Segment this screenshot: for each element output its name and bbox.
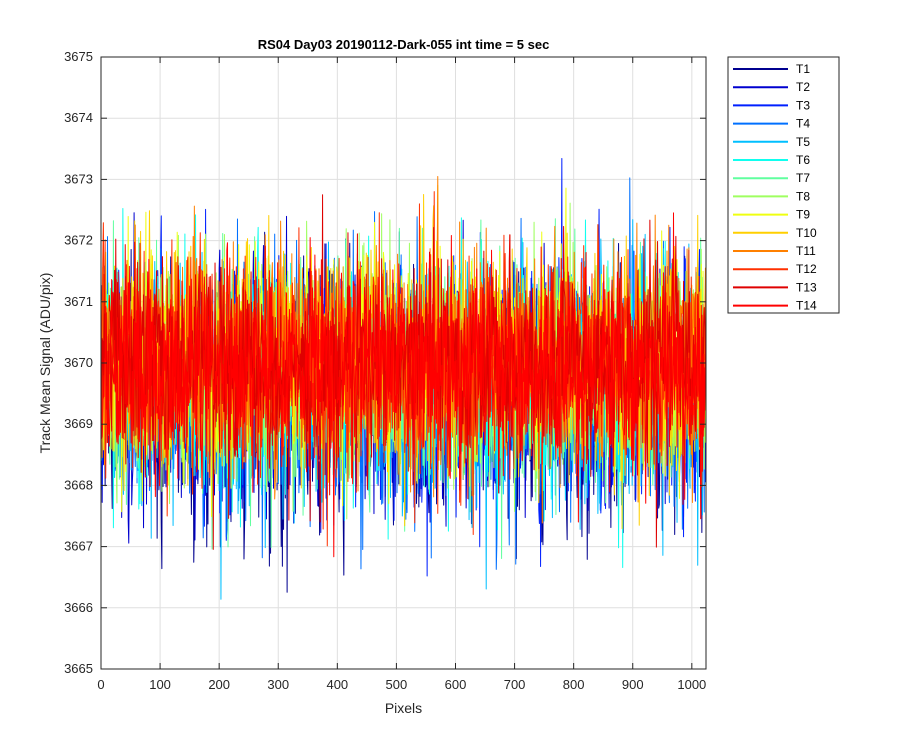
- y-tick-label: 3673: [64, 171, 93, 186]
- y-tick-label: 3669: [64, 416, 93, 431]
- series-line-t13: [100, 194, 707, 550]
- legend: T1 T2 T3 T4 T5 T6 T7 T8 T9 T10 T11 T12 T13 T14: [727, 56, 840, 314]
- x-tick-label: 900: [622, 677, 644, 692]
- legend-label-t9: T9: [796, 208, 810, 222]
- x-tick-label: 800: [563, 677, 585, 692]
- chart-title: RS04 Day03 20190112-Dark-055 int time = …: [258, 37, 550, 52]
- series-line-t14: [100, 212, 707, 558]
- legend-label-t1: T1: [796, 62, 810, 76]
- legend-label-t5: T5: [796, 135, 810, 149]
- legend-label-t3: T3: [796, 98, 810, 112]
- legend-label-t12: T12: [796, 262, 817, 276]
- x-tick-label: 600: [445, 677, 467, 692]
- y-tick-label: 3674: [64, 110, 93, 125]
- x-tick-label: 700: [504, 677, 526, 692]
- legend-label-t13: T13: [796, 280, 817, 294]
- legend-label-t7: T7: [796, 171, 810, 185]
- legend-box: [727, 56, 840, 314]
- x-tick-label: 100: [149, 677, 171, 692]
- y-tick-label: 3670: [64, 355, 93, 370]
- x-tick-label: 200: [208, 677, 230, 692]
- y-tick-label: 3667: [64, 539, 93, 554]
- legend-label-t11: T11: [796, 244, 816, 258]
- y-tick-label: 3672: [64, 233, 93, 248]
- y-tick-label: 3665: [64, 661, 93, 676]
- y-tick-label: 3666: [64, 600, 93, 615]
- y-axis-label: Track Mean Signal (ADU/pix): [37, 273, 53, 454]
- legend-label-t14: T14: [796, 299, 817, 313]
- series-lines: [100, 157, 707, 600]
- legend-label-t6: T6: [796, 153, 810, 167]
- legend-label-t4: T4: [796, 117, 810, 131]
- y-tick-label: 3668: [64, 477, 93, 492]
- legend-label-t2: T2: [796, 80, 810, 94]
- x-tick-label: 400: [326, 677, 348, 692]
- x-tick-label: 300: [267, 677, 289, 692]
- y-tick-label: 3671: [64, 294, 93, 309]
- x-tick-label: 500: [386, 677, 408, 692]
- legend-label-t8: T8: [796, 189, 810, 203]
- x-tick-label: 0: [97, 677, 104, 692]
- y-tick-label: 3675: [64, 49, 93, 64]
- x-axis-label: Pixels: [385, 700, 422, 716]
- axis-ticks: 0 100 200 300 400 500 600 700 800 900 1000 3665 3666…: [64, 49, 706, 692]
- x-tick-label: 1000: [677, 677, 706, 692]
- legend-label-t10: T10: [796, 226, 817, 240]
